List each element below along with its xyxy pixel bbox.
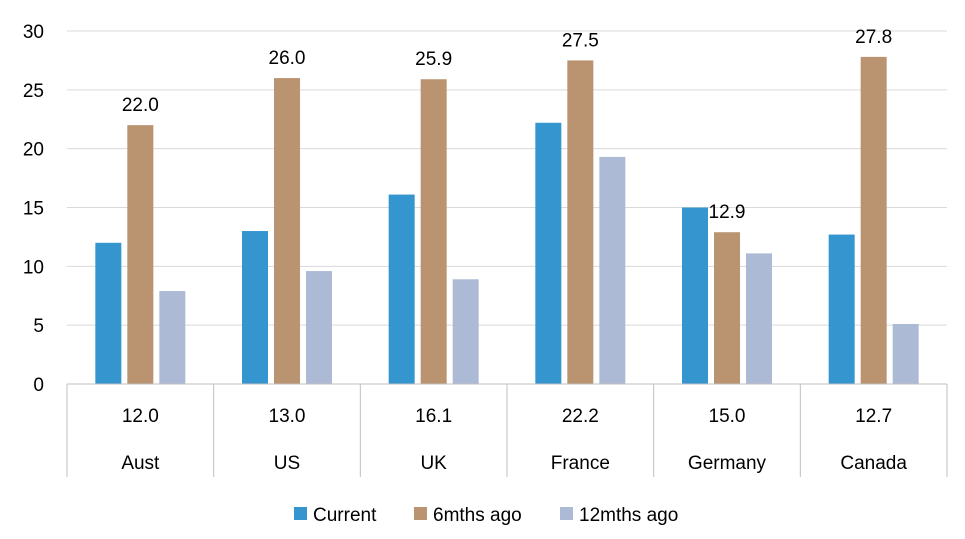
bar-us-6mths-ago [274, 78, 300, 385]
table-value: 22.2 [562, 406, 599, 427]
legend-swatch [294, 507, 307, 520]
y-tick-label: 30 [23, 22, 44, 43]
table-value: 13.0 [269, 406, 306, 427]
legend-label: 12mths ago [579, 505, 678, 526]
legend-label: Current [313, 505, 377, 526]
legend-swatch [414, 507, 427, 520]
y-tick-label: 0 [33, 375, 44, 396]
category-table: 12.0 Aust 13.0 US 16.1 UK 22.2 France 15.0 German… [66, 383, 948, 477]
data-label: 26.0 [269, 48, 306, 69]
table-value: 16.1 [415, 406, 452, 427]
x-tick-label: Germany [688, 453, 767, 474]
bar-canada-6mths-ago [860, 56, 887, 385]
table-value: 12.0 [122, 406, 159, 427]
y-tick-label: 5 [33, 316, 44, 337]
bar-france-12mths-ago [599, 156, 626, 384]
y-tick-label: 20 [23, 140, 44, 161]
bar-france-6mths-ago [567, 60, 594, 385]
data-label: 27.5 [562, 30, 599, 51]
data-label: 22.0 [122, 95, 159, 116]
y-axis-tick-labels: 0 5 10 15 20 25 30 [23, 22, 44, 396]
bar-us-12mths-ago [306, 271, 332, 384]
data-label: 25.9 [415, 49, 452, 70]
x-tick-label: Canada [840, 453, 907, 474]
x-tick-label: France [551, 453, 610, 474]
legend-label: 6mths ago [433, 505, 522, 526]
bar-germany-6mths-ago [714, 232, 740, 384]
bar-uk-current [388, 194, 415, 384]
bars [95, 56, 919, 385]
bar-aust-12mths-ago [159, 291, 186, 384]
bar-uk-12mths-ago [452, 279, 479, 384]
y-tick-label: 25 [23, 81, 44, 102]
bar-germany-current [682, 207, 708, 384]
x-tick-label: Aust [121, 453, 160, 474]
data-labels: 22.0 26.0 25.9 27.5 12.9 27.8 [122, 27, 892, 223]
legend: Current 6mths ago 12mths ago [294, 505, 678, 526]
x-tick-label: US [274, 453, 300, 474]
bar-france-current [535, 122, 562, 384]
data-label: 27.8 [855, 27, 892, 48]
bar-germany-12mths-ago [746, 253, 772, 384]
gridlines [67, 30, 947, 326]
bar-us-current [242, 231, 268, 384]
bar-aust-6mths-ago [127, 125, 154, 384]
y-tick-label: 15 [23, 199, 44, 220]
legend-swatch [560, 507, 573, 520]
x-tick-label: UK [420, 453, 447, 474]
bar-canada-12mths-ago [892, 323, 919, 384]
data-label: 12.9 [709, 202, 746, 223]
bar-aust-current [95, 242, 122, 384]
table-value: 15.0 [709, 406, 746, 427]
y-tick-label: 10 [23, 257, 44, 278]
table-value: 12.7 [855, 406, 892, 427]
bar-uk-6mths-ago [420, 79, 447, 384]
bar-canada-current [828, 234, 855, 384]
